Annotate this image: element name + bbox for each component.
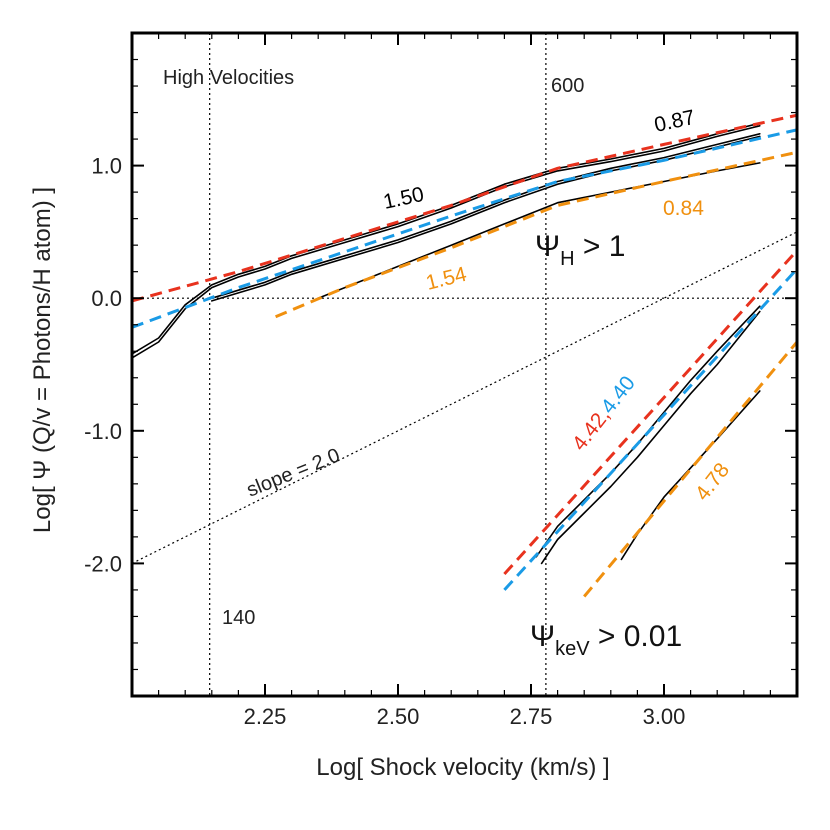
slope-label-red-blue-lower: 4.42,4.40 — [568, 372, 640, 455]
slope-label-orange-upper-right: 0.84 — [663, 197, 704, 220]
series-psi_keV_fit_red — [503, 249, 797, 576]
slope-label: slope = 2.0 — [244, 444, 343, 501]
high-velocities-label: High Velocities — [163, 67, 294, 89]
psi-kev-symbol: Ψ — [530, 620, 555, 653]
x-tick-label: 2.25 — [244, 704, 287, 729]
x-tick-label: 2.75 — [510, 704, 553, 729]
series-psi_H_total_b — [132, 125, 761, 359]
psi-kev-label: ΨkeV > 0.01 — [530, 620, 682, 660]
psi-h-label: ΨH > 1 — [535, 230, 625, 270]
y-tick-label: 0.0 — [91, 286, 122, 311]
v140-label: 140 — [222, 607, 255, 629]
x-axis-title: Log[ Shock velocity (km/s) ] — [316, 754, 609, 781]
series-psi_keV_b — [540, 310, 761, 565]
slope-label-black-upper: 0.87 — [652, 106, 697, 137]
series-psi_H_fit_orange — [275, 150, 797, 319]
series-psi_keV_fit_orange — [583, 341, 797, 598]
plot-frame — [130, 31, 799, 698]
series-psi_H_fit_blue — [132, 128, 797, 329]
series-psi_H_fit_red — [132, 113, 797, 303]
y-tick-label: -1.0 — [84, 419, 122, 444]
v600-label: 600 — [551, 75, 584, 97]
slope-label-orange-lower: 4.78 — [691, 459, 734, 505]
psi-h-condition: > 1 — [575, 230, 626, 263]
x-tick-label: 3.00 — [643, 704, 686, 729]
series-psi_H_total_a — [132, 122, 761, 355]
slope-label-black-mid: 1.50 — [381, 183, 426, 214]
y-tick-label: -2.0 — [84, 551, 122, 576]
series-layer — [132, 113, 797, 598]
psi-kev-condition: > 0.01 — [590, 620, 683, 653]
psi-h-subscript: H — [560, 248, 574, 270]
series-psi_keV_fit_blue — [503, 267, 797, 591]
slope-label-orange-upper-left: 1.54 — [424, 263, 470, 295]
y-axis-title: Log[ Ψ (Q/v = Photons/H atom) ] — [29, 187, 56, 533]
series-psi_keV_low — [620, 390, 761, 561]
series-psi_H_mid_a — [211, 133, 761, 299]
psi-h-symbol: Ψ — [535, 230, 560, 263]
x-tick-label: 2.50 — [377, 704, 420, 729]
reference-slope-line — [132, 231, 797, 564]
reference-lines — [132, 33, 797, 696]
psi-kev-subscript: keV — [555, 638, 590, 660]
y-tick-label: 1.0 — [91, 154, 122, 179]
